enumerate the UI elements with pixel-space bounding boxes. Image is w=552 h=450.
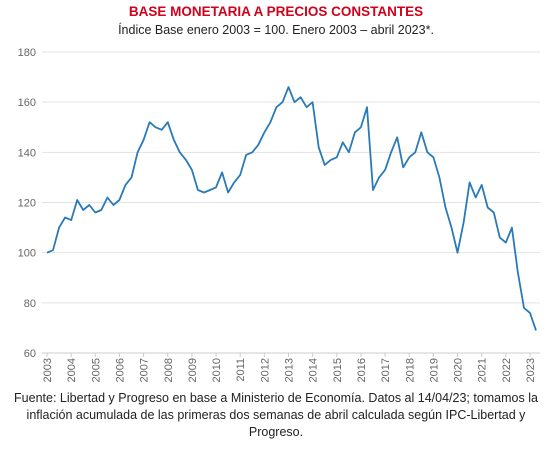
x-tick-label: 2020 (453, 358, 465, 382)
x-tick-label: 2009 (187, 358, 199, 382)
x-tick-label: 2017 (380, 358, 392, 382)
x-tick-label: 2005 (90, 358, 102, 382)
y-tick-label: 140 (18, 147, 36, 159)
y-tick-label: 60 (24, 348, 36, 360)
x-tick-label: 2013 (284, 358, 296, 382)
x-tick-label: 2019 (428, 358, 440, 382)
y-tick-label: 80 (24, 298, 36, 310)
chart-title: BASE MONETARIA A PRECIOS CONSTANTES (129, 4, 423, 19)
x-tick-label: 2015 (332, 358, 344, 382)
source-note: Fuente: Libertad y Progreso en base a Mi… (14, 391, 538, 439)
y-tick-label: 160 (18, 97, 36, 109)
x-tick-label: 2008 (163, 358, 175, 382)
y-tick-label: 120 (18, 198, 36, 210)
chart: BASE MONETARIA A PRECIOS CONSTANTES Índi… (18, 4, 540, 382)
x-tick-label: 2010 (211, 358, 223, 382)
line (46, 86, 537, 331)
chart-subtitle: Índice Base enero 2003 = 100. Enero 2003… (118, 22, 434, 37)
x-tick-label: 2004 (66, 358, 78, 382)
x-tick-label: 2022 (501, 358, 513, 382)
x-tick-label: 2018 (404, 358, 416, 382)
x-tick-label: 2003 (42, 358, 54, 382)
x-tick-label: 2006 (114, 358, 126, 382)
x-tick-label: 2021 (477, 358, 489, 382)
y-tick-label: 180 (18, 47, 36, 59)
x-tick-label: 2007 (139, 358, 151, 382)
x-tick-label: 2011 (235, 358, 247, 382)
x-tick-label: 2012 (259, 358, 271, 382)
x-tick-label: 2014 (308, 358, 320, 382)
y-tick-label: 100 (18, 248, 36, 260)
x-tick-label: 2023 (525, 358, 537, 382)
x-tick-label: 2016 (356, 358, 368, 382)
